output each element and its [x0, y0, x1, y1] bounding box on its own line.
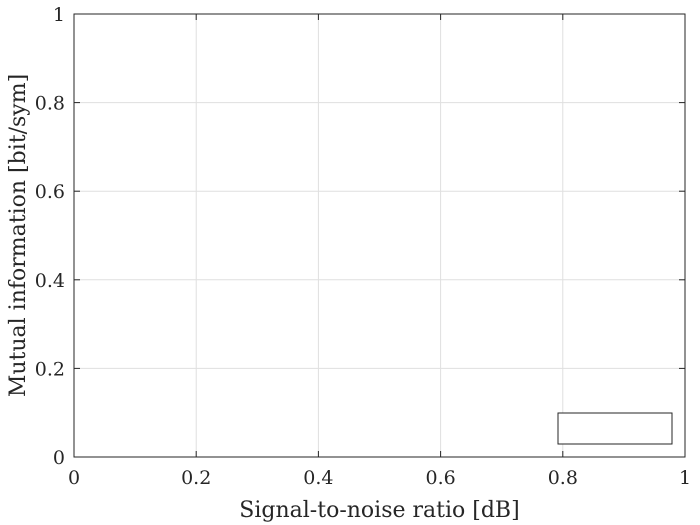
x-tick-label: 0.8	[548, 467, 578, 489]
y-tick-label: 0.4	[35, 270, 65, 292]
y-tick-label: 0.8	[35, 93, 65, 115]
x-tick-label: 0.4	[303, 467, 333, 489]
x-tick-label: 0	[68, 467, 80, 489]
x-tick-label: 0.2	[181, 467, 211, 489]
y-axis-label: Mutual information [bit/sym]	[6, 74, 31, 397]
x-tick-label: 1	[679, 467, 691, 489]
x-tick-label: 0.6	[425, 467, 455, 489]
y-tick-label: 1	[53, 4, 65, 26]
axis-ticks: 0 0.2 0.4 0.6 0.8 1 0 0.2 0.4 0.6 0.8 1	[35, 4, 691, 489]
x-axis-label: Signal-to-noise ratio [dB]	[239, 498, 519, 523]
y-tick-label: 0.2	[35, 358, 65, 380]
plot-area-frame	[73, 13, 686, 458]
legend	[557, 412, 673, 445]
y-tick-label: 0.6	[35, 181, 65, 203]
y-tick-label: 0	[53, 447, 65, 469]
